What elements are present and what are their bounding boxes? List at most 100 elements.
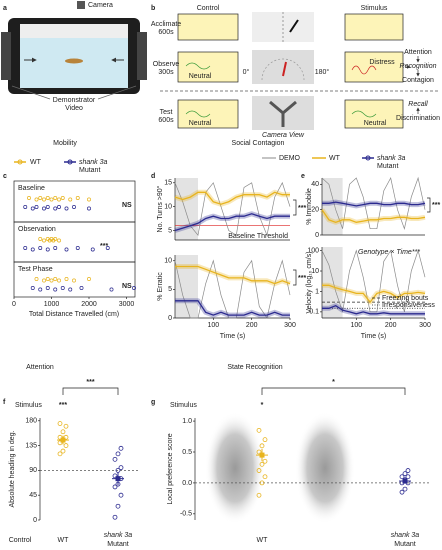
state-label: Neutral: [189, 73, 212, 80]
dot: [87, 197, 91, 202]
panel-a-drawing: [1, 1, 147, 100]
dot: [49, 278, 54, 283]
x-label: Mutant: [394, 541, 415, 548]
legend-label: Mutant: [79, 167, 100, 174]
dot: [42, 197, 46, 202]
dot: [60, 286, 65, 290]
y-tick-label: 5: [168, 286, 172, 293]
dot: [57, 238, 61, 243]
x-label: shank 3a: [391, 532, 420, 539]
mean-marker: [60, 437, 66, 443]
neutral-fish: [185, 62, 211, 70]
dot: [60, 429, 66, 435]
dot: [402, 471, 408, 477]
stat-label: Genotype × Time***: [358, 249, 420, 256]
x-tick-label: 300: [284, 322, 296, 329]
dot: [105, 246, 110, 250]
x-axis-label: Time (s): [361, 333, 386, 340]
dot: [109, 287, 114, 292]
y-tick-label: 180: [25, 418, 37, 425]
y-maze: [269, 100, 297, 127]
fish: [289, 19, 299, 33]
state-label: Distress: [369, 59, 395, 66]
dot: [23, 246, 28, 250]
dot: [53, 246, 58, 250]
threshold-label: Irresponsiveness: [382, 302, 435, 309]
threshold-label: Freezing bouts: [382, 295, 429, 302]
pointer-line: [97, 85, 137, 100]
dot: [79, 286, 84, 290]
angle-label: 0°: [243, 68, 250, 76]
dot: [112, 456, 118, 462]
y-tick-label: 0: [168, 315, 172, 322]
legend-label: shank 3a: [377, 155, 406, 162]
dot: [72, 278, 76, 283]
dot: [53, 196, 58, 200]
series-line: [321, 209, 426, 223]
dot: [30, 247, 35, 252]
fish: [65, 58, 83, 64]
x-axis-label: Total Distance Travelled (cm): [29, 311, 119, 318]
dot: [399, 489, 405, 495]
baseline-shade: [322, 247, 343, 318]
series-line: [322, 304, 425, 315]
phase-name: Observation: [18, 226, 56, 233]
legend-label: WT: [329, 155, 341, 162]
dot: [64, 206, 69, 211]
dot: [118, 465, 124, 471]
y-tick-label: 15: [164, 180, 172, 187]
y-axis-label: % Erratic: [157, 272, 164, 301]
stat-label: *: [261, 402, 264, 409]
dot: [112, 484, 118, 490]
dot: [42, 278, 46, 283]
x-tick-label: 200: [385, 322, 397, 329]
dot: [90, 247, 95, 252]
dot: [68, 197, 73, 202]
phase-name: Observe: [153, 61, 180, 68]
column-header: Control: [197, 5, 220, 12]
section-title: Attention: [26, 364, 54, 371]
series-line: [174, 213, 290, 232]
camera-icon: [77, 1, 85, 9]
dot: [53, 287, 58, 292]
dot: [38, 287, 43, 292]
column-header: Stimulus: [361, 5, 388, 12]
dot: [34, 277, 39, 281]
y-axis-label: % Immobile: [306, 188, 313, 225]
dot: [57, 451, 63, 457]
dot: [57, 440, 63, 446]
section-title: State Recognition: [227, 364, 282, 371]
dot: [34, 197, 39, 202]
panel-letter: e: [301, 173, 305, 180]
y-tick-label: 1.0: [182, 418, 192, 425]
distress-fish: [351, 65, 377, 75]
dot: [60, 196, 65, 200]
series-line: [175, 265, 291, 285]
process-label: Discrimination: [396, 115, 440, 122]
dot: [49, 197, 54, 202]
phase-duration: 300s: [158, 69, 174, 76]
row-label: Stimulus: [170, 402, 197, 409]
dot: [256, 449, 262, 455]
stat-label: *: [332, 379, 335, 386]
x-tick-label: 100: [350, 322, 362, 329]
y-tick-label: 20: [311, 207, 319, 214]
dot: [45, 196, 50, 200]
y-tick-label: 135: [25, 442, 37, 449]
dot: [42, 238, 46, 243]
dot: [405, 468, 411, 473]
y-axis-label: Velocity (log₁₀ cm/s): [306, 251, 313, 313]
dot: [262, 474, 268, 480]
process-label: Recall: [408, 101, 428, 108]
dot: [38, 196, 43, 200]
dot: [53, 277, 58, 281]
screen-left: [1, 32, 11, 80]
video-label: Video: [65, 105, 83, 112]
dot: [45, 277, 50, 281]
row-label: Stimulus: [15, 402, 42, 409]
stat-label: ***: [298, 205, 306, 212]
x-tick-label: 200: [246, 322, 258, 329]
x-label: WT: [257, 537, 269, 544]
mean-marker: [259, 452, 265, 458]
